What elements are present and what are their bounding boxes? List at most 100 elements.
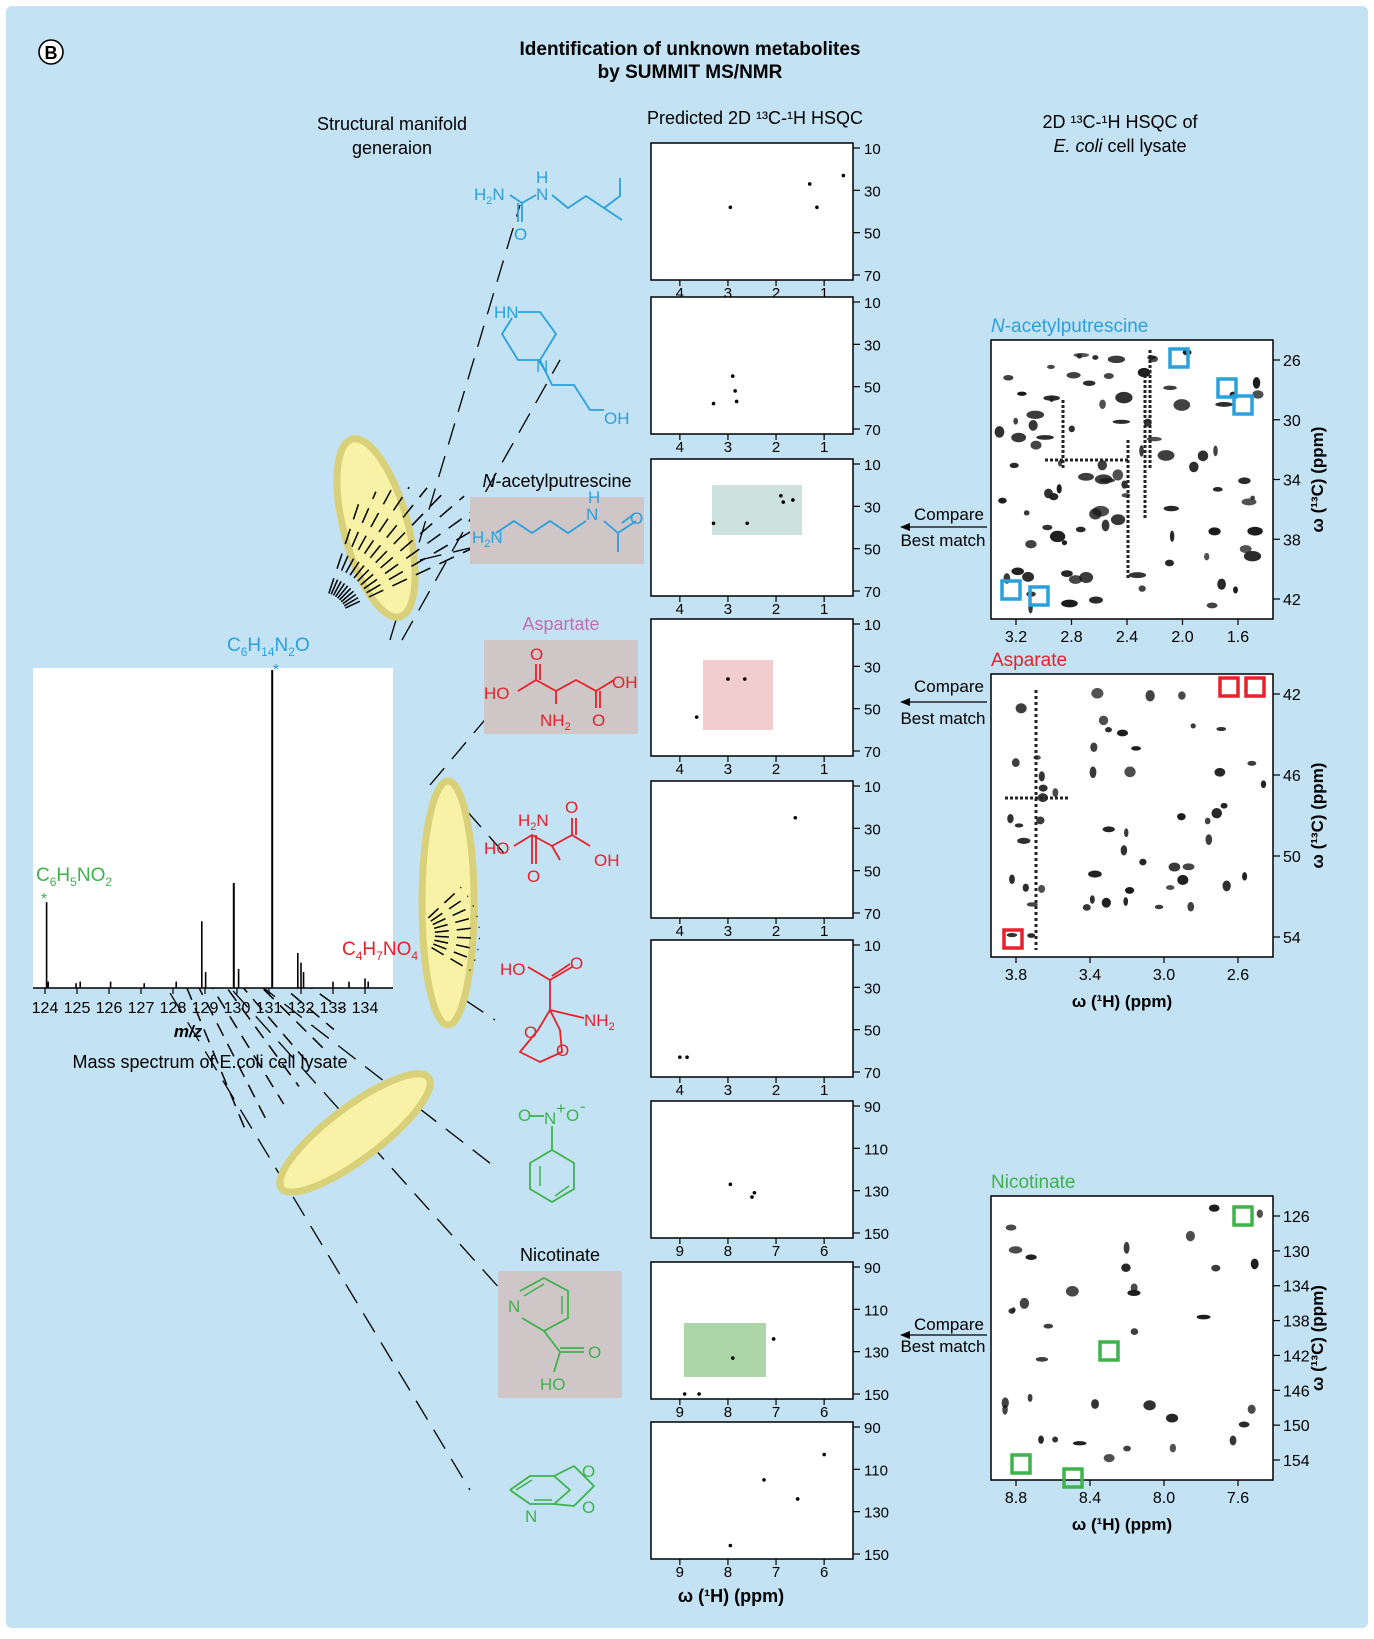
spectral-peak [1097, 460, 1107, 471]
spectral-peak [1131, 746, 1142, 751]
bond-3 [519, 1009, 563, 1063]
struct-5-o2: O [527, 867, 540, 886]
spectral-peak [1038, 771, 1045, 782]
spectral-peak [1002, 1404, 1008, 1415]
figure-title-line2: by SUMMIT MS/NMR [598, 62, 783, 83]
exp-ytick-label-126: 126 [1283, 1209, 1310, 1226]
struct-8-o: O [588, 1343, 601, 1362]
experimental-plot-3-match-2 [1098, 1340, 1120, 1362]
spectral-peak [1091, 688, 1104, 699]
spectral-peak [1247, 526, 1263, 536]
spectral-peak [1009, 874, 1015, 884]
exp-ytick-label-50: 50 [1283, 849, 1301, 866]
spectral-peak [1089, 766, 1097, 779]
pred-peak-3 [694, 715, 699, 719]
struct-4-o1: O [530, 645, 543, 664]
mass-spectrum: 124 125 126 127 128 129 130 131 132 133 134 m/z Ma… [32, 635, 419, 1072]
spectral-peak [1076, 353, 1083, 359]
svg-text:C4H7NO4: C4H7NO4 [342, 939, 418, 963]
ellipse-fan-blue-4 [334, 486, 410, 598]
ellipse-fan-red-8 [433, 943, 476, 962]
pred-ytick-label-30: 30 [864, 337, 881, 354]
spectral-peak [1204, 552, 1210, 561]
spectral-peak [1003, 374, 1014, 381]
bond-1 [509, 1475, 571, 1505]
spectral-peak [1197, 450, 1209, 462]
spectral-peak [1007, 813, 1014, 824]
spectral-peak [1252, 377, 1261, 389]
pred-peak-2 [742, 677, 747, 681]
bond-3 [551, 178, 621, 209]
pred-ytick-label-150: 150 [864, 1387, 889, 1404]
pred-ytick-label-70: 70 [864, 584, 881, 601]
spectral-peak [1217, 578, 1226, 590]
struct-7-o2: O [566, 1106, 579, 1125]
struct-6-o3: O [556, 1041, 569, 1060]
struct-5-h2n-part: N [536, 811, 548, 830]
structure-2: HN N OH [494, 303, 630, 428]
formula-c4h7no4: C4H7NO4 [342, 939, 418, 963]
predicted-plot-6: 10 30 50 70 4 3 2 1 [650, 938, 881, 1099]
exp-ytick-label-154: 154 [1283, 1453, 1310, 1470]
spectral-peak [1082, 380, 1096, 386]
pred-xtick-label-4: 4 [676, 285, 684, 302]
spectral-peak [1036, 435, 1054, 440]
spectral-peak [1011, 758, 1020, 767]
struct-4-oh: OH [612, 673, 638, 692]
compare-arrow-head [900, 698, 910, 706]
predicted-plot-3-match-region [712, 485, 802, 535]
spectral-peak [1035, 1356, 1049, 1362]
ellipse-fan-green-10 [144, 878, 285, 1105]
spectral-peak [1247, 760, 1257, 766]
exp-xtick-label-3.0: 3.0 [1153, 967, 1175, 984]
spectral-peak [1115, 391, 1133, 404]
ellipse-fan-red-1 [427, 886, 462, 919]
exp-xtick-label-2.6: 2.6 [1227, 967, 1249, 984]
pred-peak-3 [752, 1190, 757, 1195]
pred-xtick-label-2: 2 [772, 601, 780, 618]
pred-xtick-label-1: 1 [820, 285, 828, 302]
figure-title-line1: Identification of unknown metabolites [520, 39, 861, 60]
pred-xtick-label-3: 3 [724, 761, 732, 778]
bond-double [621, 513, 635, 524]
bond-2 [521, 194, 537, 204]
experimental-header-line1: 2D ¹³C-¹H HSQC of [1042, 112, 1198, 132]
struct-3-n: N [586, 505, 598, 524]
spectral-peak [1123, 1445, 1131, 1452]
predicted-plot-2: 10 30 50 70 4 3 2 1 [650, 295, 881, 456]
spectral-peak [1222, 880, 1231, 892]
ellipse-fan-blue-9 [343, 513, 502, 607]
spectral-peak [1038, 884, 1046, 893]
spectral-peak [1092, 355, 1099, 360]
spectral-peak [1208, 527, 1221, 536]
exp-ytick-label-30: 30 [1283, 413, 1301, 430]
pred-peak-4 [728, 1543, 733, 1548]
spectral-peak [1094, 474, 1113, 485]
ellipse-fan-red-3 [432, 905, 474, 926]
pred-ytick-label-30: 30 [864, 821, 881, 838]
ms-tick-label-131: 131 [256, 1000, 283, 1017]
spectral-peak [1102, 826, 1115, 833]
structure-4-aspartate: Aspartate HO O OH O NH2 [484, 614, 638, 734]
spectral-peak [1043, 395, 1060, 401]
spectral-peak [1173, 399, 1191, 411]
spectral-peak [1027, 1393, 1033, 1402]
exp-xtick-label-8.8: 8.8 [1005, 1490, 1027, 1507]
pred-ytick-label-150: 150 [864, 1226, 889, 1243]
spectral-peak [1105, 727, 1112, 733]
pred-ytick-label-130: 130 [864, 1505, 889, 1522]
pred-xtick-label-4: 4 [676, 923, 684, 940]
spectral-peak [1038, 1435, 1044, 1444]
spectral-peak [1216, 726, 1227, 732]
spectral-peak [1178, 691, 1186, 700]
experimental-plot-1: N-acetylputrescine 26 30 34 38 42 3.2 2.8 2.4 2.0… [990, 316, 1327, 646]
spectral-peak [1204, 817, 1211, 825]
pred-peak-2 [762, 1478, 766, 1482]
spectral-peak [1052, 788, 1059, 798]
pred-xtick-label-1: 1 [820, 923, 828, 940]
spectral-peak [1025, 1254, 1037, 1260]
exp-xtick-label-8.0: 8.0 [1153, 1490, 1175, 1507]
struct-6-nh2: NH2 [584, 1011, 615, 1033]
spectral-peak [1256, 1209, 1264, 1218]
